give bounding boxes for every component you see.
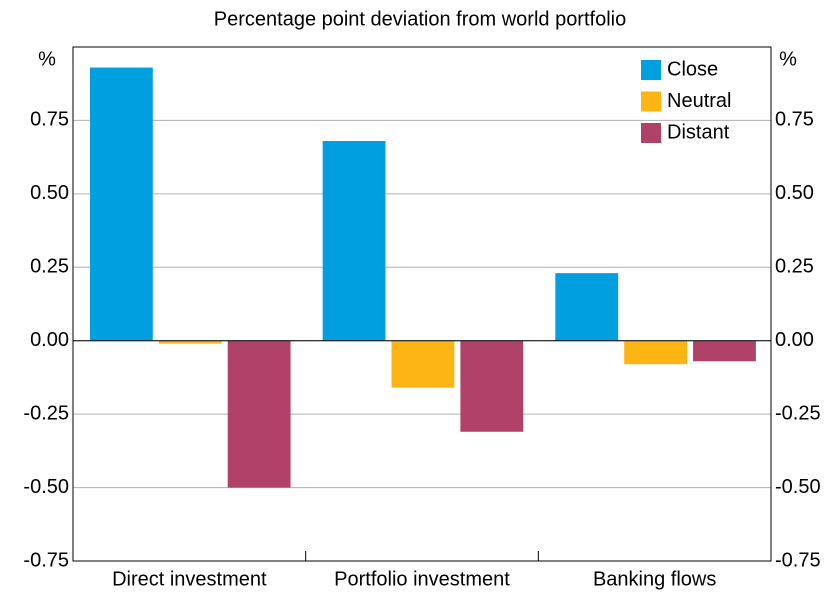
y-unit-right: % xyxy=(779,48,797,70)
y2-tick-label: 0.75 xyxy=(775,109,814,131)
bar xyxy=(322,140,386,341)
bar xyxy=(555,273,619,341)
y-tick-label: 0.75 xyxy=(30,109,69,131)
y-unit-left: % xyxy=(38,48,56,70)
y2-tick-label: 0.50 xyxy=(775,182,814,204)
x-tick-label: Portfolio investment xyxy=(334,568,510,590)
y2-tick-label: 0.25 xyxy=(775,256,814,278)
y-tick-label: 0.00 xyxy=(30,329,69,351)
chart-subtitle: Percentage point deviation from world po… xyxy=(214,8,626,30)
bar xyxy=(460,340,524,432)
bar xyxy=(624,340,688,365)
bar xyxy=(391,340,455,388)
x-tick-label: Direct investment xyxy=(112,568,267,590)
plot-frame xyxy=(72,46,772,562)
legend-label: Distant xyxy=(667,121,730,143)
legend-label: Close xyxy=(667,58,718,80)
legend-label: Neutral xyxy=(667,90,731,112)
bar xyxy=(158,340,222,344)
y2-tick-label: 0.00 xyxy=(775,329,814,351)
bar xyxy=(693,340,756,362)
x-tick-label: Banking flows xyxy=(593,568,716,590)
y2-tick-label: -0.75 xyxy=(775,549,821,571)
bar xyxy=(89,67,153,341)
y-tick-label: -0.75 xyxy=(23,549,69,571)
legend-swatch xyxy=(641,91,661,112)
y-tick-label: -0.25 xyxy=(23,402,69,424)
y2-tick-label: -0.50 xyxy=(775,476,821,498)
bar xyxy=(227,340,291,488)
legend-swatch xyxy=(641,123,661,143)
y-tick-label: 0.25 xyxy=(30,256,69,278)
y-tick-label: 0.50 xyxy=(30,182,69,204)
legend-swatch xyxy=(641,60,661,80)
y-tick-label: -0.50 xyxy=(23,476,69,498)
y2-tick-label: -0.25 xyxy=(775,402,821,424)
